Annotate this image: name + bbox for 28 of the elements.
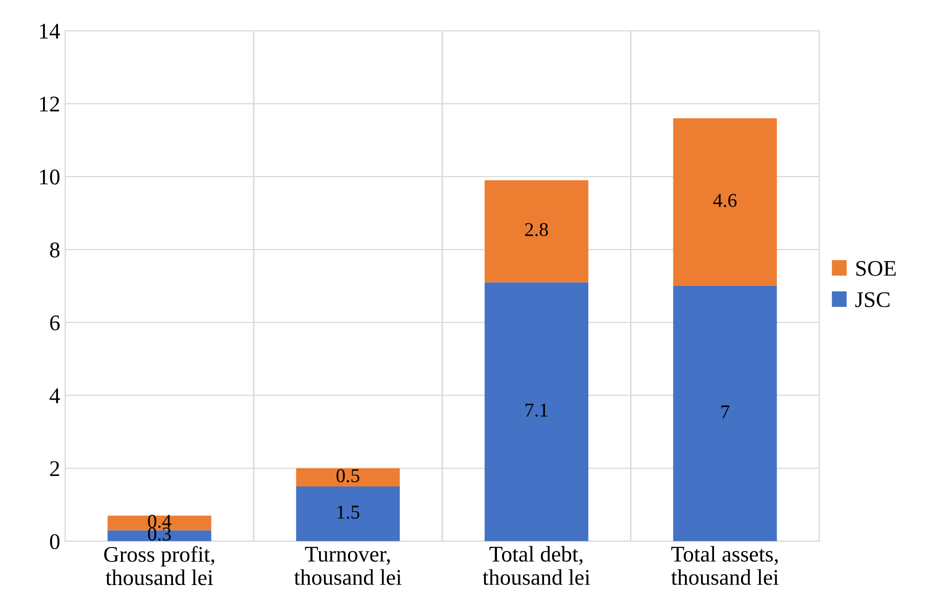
bar (296, 486, 400, 542)
bar (484, 282, 588, 542)
data-label: 2.8 (525, 223, 548, 236)
x-tick-label: Total assets, thousand lei (671, 546, 779, 585)
data-label: 1.5 (338, 506, 360, 519)
y-tick-label: 0 (50, 534, 60, 550)
data-label: 0.4 (148, 514, 172, 528)
x-tick-label: Gross profit, thousand lei (104, 546, 214, 586)
bar (673, 118, 777, 286)
x-tick-label: Total debt, thousand lei (482, 546, 590, 585)
data-label: 4.6 (713, 194, 737, 208)
y-tick-label: 8 (50, 242, 60, 258)
legend-label: JSC (855, 292, 890, 308)
data-label: 7.1 (526, 404, 548, 417)
y-tick-label: 2 (50, 461, 60, 476)
y-tick-label: 14 (40, 24, 60, 38)
y-tick-label: 10 (40, 170, 60, 185)
bar (673, 286, 777, 542)
y-tick-label: 12 (40, 96, 60, 112)
x-tick-label: Turnover, thousand lei (294, 546, 402, 585)
bar (484, 180, 588, 282)
y-tick-label: 6 (50, 315, 60, 330)
data-label: 0.3 (148, 527, 171, 541)
y-tick-label: 4 (50, 388, 60, 404)
data-label: 7 (721, 406, 730, 418)
data-label: 0.5 (336, 469, 360, 482)
bar (296, 468, 400, 487)
legend-label: SOE (856, 260, 896, 276)
